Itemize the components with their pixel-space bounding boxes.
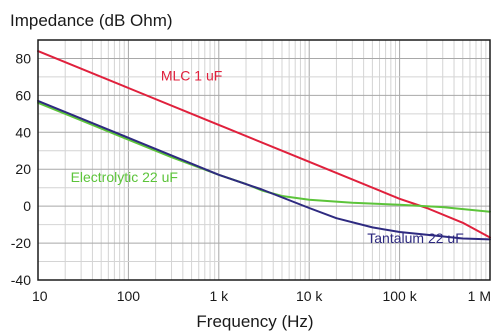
grid xyxy=(38,40,490,280)
x-axis-tick-labels: 10 100 1 k 10 k 100 k 1 M xyxy=(32,288,491,304)
series-lines xyxy=(37,50,491,241)
x-tick-label: 100 xyxy=(117,288,141,304)
y-tick-label: 0 xyxy=(23,198,31,214)
series-label-electrolytic-22-uf: Electrolytic 22 uF xyxy=(71,169,178,185)
y-tick-label: -40 xyxy=(11,272,31,288)
series-label-tantalum-22-uf: Tantalum 22 uF xyxy=(367,230,464,246)
x-tick-label: 10 xyxy=(32,288,48,304)
chart-title: Impedance (dB Ohm) xyxy=(10,11,173,30)
x-tick-label: 1 k xyxy=(209,288,229,304)
x-tick-label: 1 M xyxy=(468,288,491,304)
x-axis-label: Frequency (Hz) xyxy=(196,312,313,331)
series-line-tantalum-22-uf xyxy=(37,99,491,241)
x-tick-label: 10 k xyxy=(296,288,323,304)
series-label-mlc-1-uf: MLC 1 uF xyxy=(161,68,222,84)
y-tick-label: 80 xyxy=(15,50,31,66)
x-tick-label: 100 k xyxy=(382,288,417,304)
series-labels: MLC 1 uF Electrolytic 22 uF Tantalum 22 uF xyxy=(71,68,464,246)
series-line-electrolytic-22-uf xyxy=(37,101,491,213)
y-tick-label: 20 xyxy=(15,161,31,177)
y-tick-label: 40 xyxy=(15,124,31,140)
series-line-mlc-1-uf xyxy=(37,50,491,239)
plot-frame xyxy=(37,39,491,281)
y-tick-label: -20 xyxy=(11,235,31,251)
y-tick-label: 60 xyxy=(15,87,31,103)
y-axis-tick-labels: -40 -20 0 20 40 60 80 xyxy=(11,50,31,288)
